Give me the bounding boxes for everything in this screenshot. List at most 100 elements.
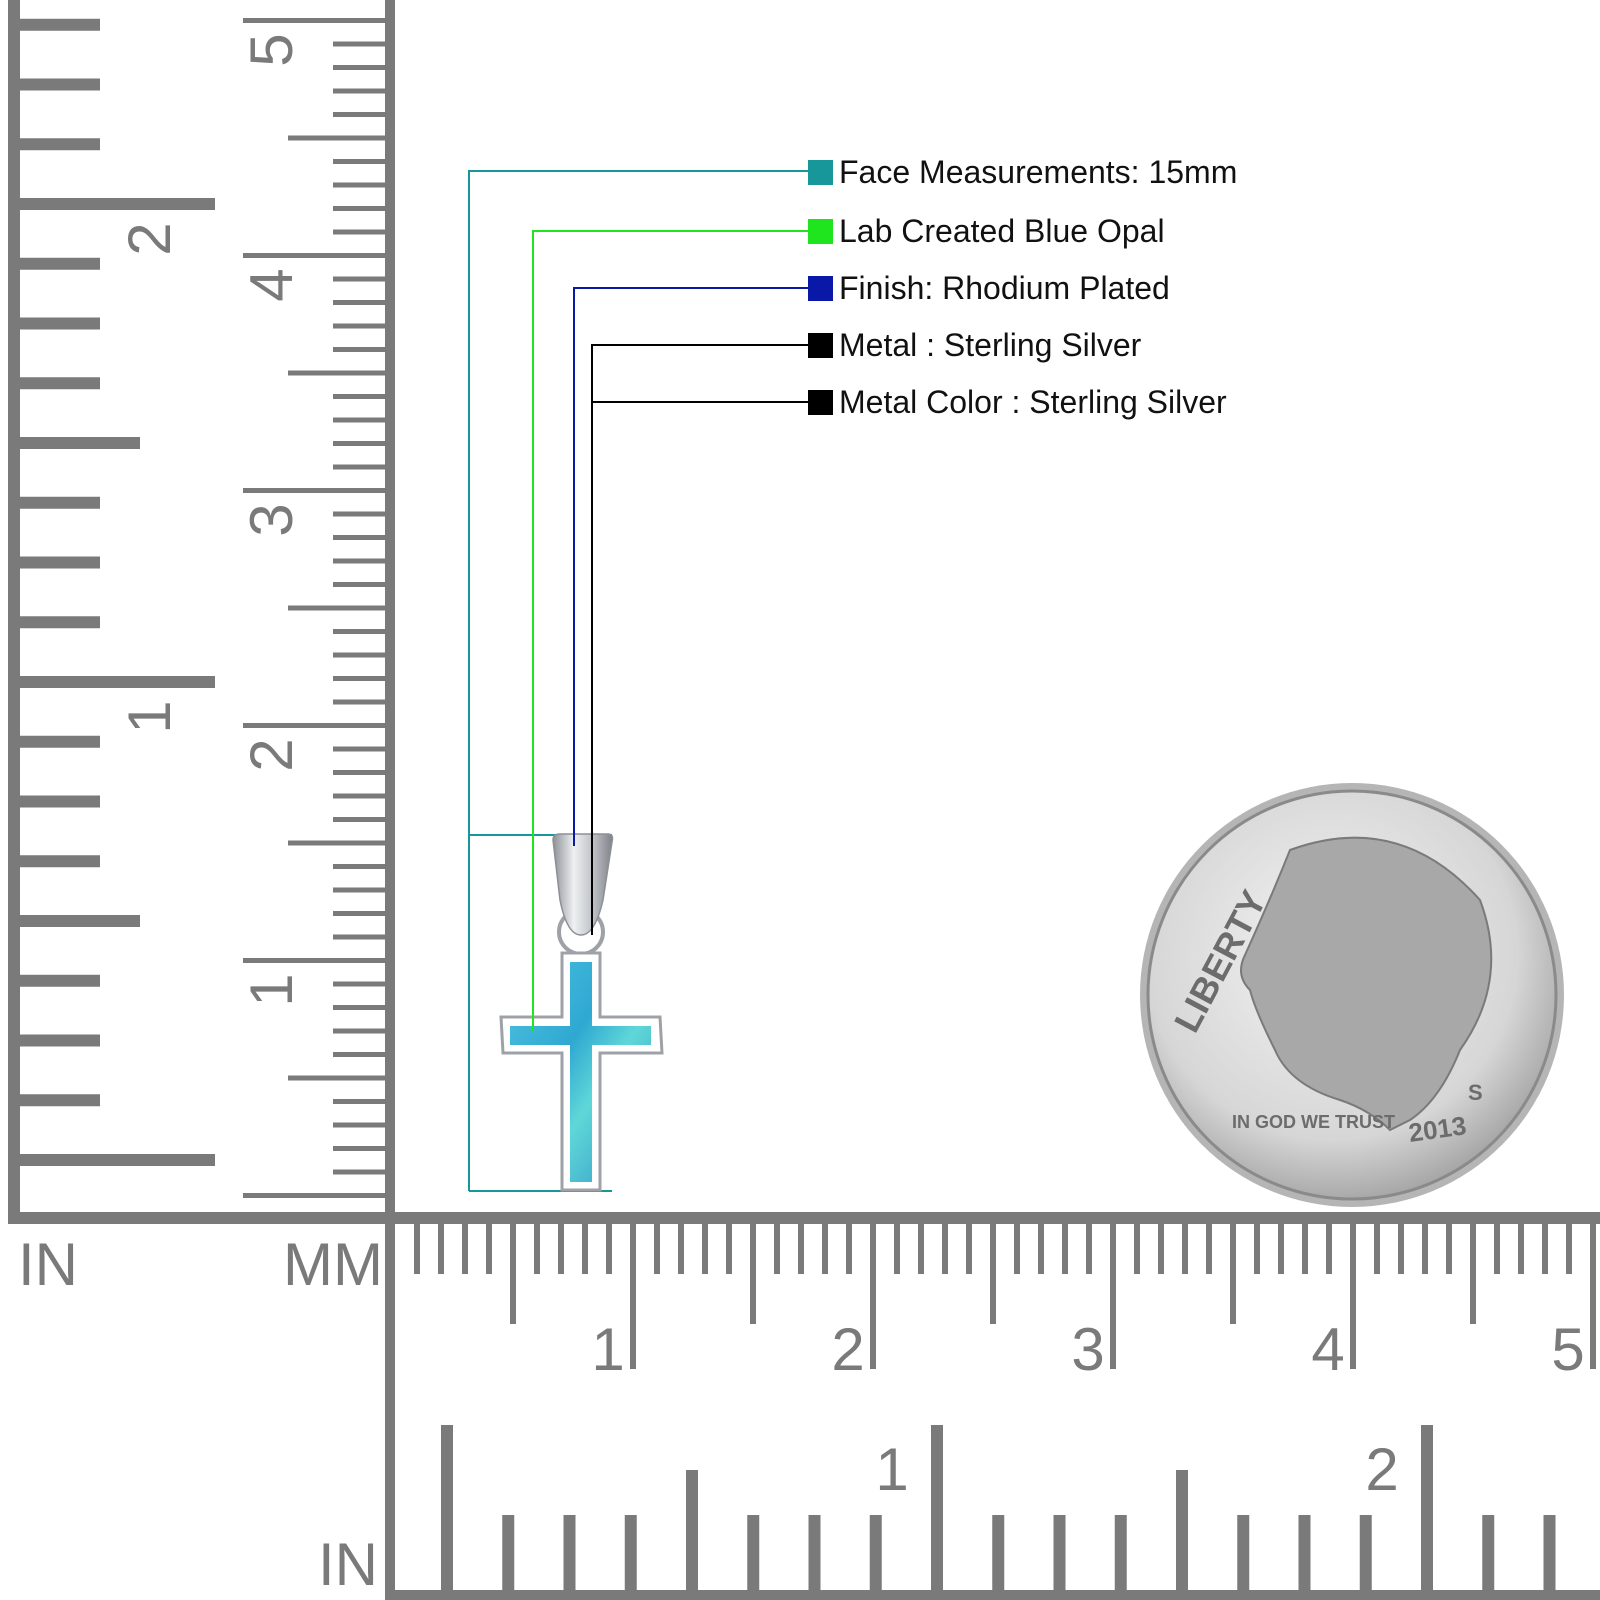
horizontal-mm-tick — [1038, 1224, 1044, 1274]
vertical-mm-label: 5 — [238, 33, 305, 66]
horizontal-mm-tick — [1422, 1224, 1428, 1274]
horizontal-mm-tick — [1062, 1224, 1068, 1274]
vertical-mm-tick — [243, 253, 393, 258]
vertical-mm-tick — [333, 1005, 393, 1010]
legend-label: Metal Color : Sterling Silver — [839, 383, 1227, 420]
horizontal-mm-tick — [1182, 1224, 1188, 1274]
horizontal-mm-tick — [1206, 1224, 1212, 1274]
legend-item-metal: Metal : Sterling Silver — [808, 327, 1141, 363]
horizontal-mm-tick — [606, 1224, 612, 1274]
leader-metal — [591, 344, 810, 935]
vertical-mm-tick — [333, 934, 393, 940]
vertical-mm-tick — [333, 1169, 393, 1175]
horizontal-mm-tick — [1566, 1224, 1572, 1274]
horizontal-ruler-top-edge — [8, 1212, 1600, 1224]
vertical-inch-tick — [20, 78, 100, 91]
legend-label: Face Measurements: 15mm — [839, 153, 1238, 190]
vertical-mm-tick — [333, 300, 393, 305]
leader-stone — [532, 230, 810, 1032]
horizontal-mm-tick — [678, 1224, 684, 1274]
vertical-mm-tick — [333, 417, 393, 423]
horizontal-mm-tick — [1110, 1224, 1116, 1369]
vertical-inch-tick — [20, 735, 100, 748]
vertical-inch-tick — [20, 795, 100, 808]
unit-label-mm: MM — [283, 1231, 383, 1298]
horizontal-mm-tick — [702, 1224, 708, 1274]
legend-label: Lab Created Blue Opal — [839, 212, 1165, 249]
horizontal-inch-tick — [1176, 1470, 1188, 1590]
horizontal-mm-tick — [510, 1224, 516, 1324]
horizontal-mm-tick — [1086, 1224, 1092, 1274]
unit-label-in-bottom: IN — [318, 1531, 378, 1598]
horizontal-mm-tick — [630, 1224, 636, 1369]
horizontal-mm-tick — [1374, 1224, 1380, 1274]
vertical-mm-tick — [333, 88, 393, 94]
horizontal-inch-label: 1 — [875, 1436, 908, 1503]
vertical-mm-tick — [333, 535, 393, 540]
horizontal-mm-tick — [750, 1224, 756, 1324]
vertical-mm-tick — [333, 629, 393, 634]
horizontal-mm-tick — [1158, 1224, 1164, 1274]
horizontal-inch-label: 2 — [1365, 1436, 1398, 1503]
vertical-mm-tick — [333, 159, 393, 164]
horizontal-inch-tick — [808, 1515, 821, 1590]
vertical-mm-tick — [333, 206, 393, 211]
vertical-mm-tick — [333, 582, 393, 587]
horizontal-mm-tick — [942, 1224, 948, 1274]
vertical-mm-tick — [288, 1075, 393, 1081]
horizontal-mm-tick — [1518, 1224, 1524, 1274]
horizontal-inch-tick — [1114, 1515, 1127, 1590]
horizontal-mm-tick — [1278, 1224, 1284, 1274]
horizontal-mm-tick — [870, 1224, 876, 1369]
horizontal-mm-tick — [1254, 1224, 1260, 1274]
horizontal-inch-tick — [1543, 1515, 1556, 1590]
coin-motto: IN GOD WE TRUST — [1232, 1112, 1395, 1132]
horizontal-mm-label: 4 — [1311, 1316, 1344, 1383]
swatch-icon — [808, 389, 833, 415]
swatch-icon — [808, 218, 833, 244]
vertical-mm-tick — [243, 1193, 393, 1198]
horizontal-mm-tick — [726, 1224, 732, 1274]
vertical-mm-tick — [333, 793, 393, 799]
horizontal-inch-tick — [1359, 1515, 1372, 1590]
horizontal-inch-tick — [869, 1515, 882, 1590]
horizontal-mm-tick — [582, 1224, 588, 1274]
vertical-mm-tick — [333, 1146, 393, 1151]
horizontal-mm-tick — [894, 1224, 900, 1274]
vertical-mm-tick — [333, 229, 393, 235]
horizontal-mm-tick — [822, 1224, 828, 1274]
legend-item-finish: Finish: Rhodium Plated — [808, 270, 1170, 306]
leader-finish — [573, 287, 810, 846]
horizontal-inch-tick — [563, 1515, 576, 1590]
horizontal-mm-tick — [414, 1224, 420, 1274]
horizontal-mm-label: 1 — [591, 1316, 624, 1383]
horizontal-mm-tick — [1542, 1224, 1548, 1274]
horizontal-mm-tick — [774, 1224, 780, 1274]
dime-coin-for-scale: LIBERTY IN GOD WE TRUST 2013 S — [1140, 783, 1564, 1207]
vertical-inch-tick — [20, 974, 100, 987]
vertical-mm-label: 3 — [238, 503, 305, 536]
horizontal-inch-tick — [1482, 1515, 1495, 1590]
vertical-mm-tick — [333, 746, 393, 752]
vertical-inch-tick — [20, 1154, 215, 1166]
vertical-mm-tick — [243, 488, 393, 493]
vertical-mm-tick — [333, 65, 393, 70]
vertical-mm-tick — [333, 441, 393, 446]
horizontal-inch-tick — [624, 1515, 637, 1590]
horizontal-mm-tick — [1590, 1224, 1596, 1369]
vertical-mm-tick — [333, 1052, 393, 1057]
vertical-inch-tick — [20, 317, 100, 330]
coin-mint-mark: S — [1468, 1080, 1483, 1105]
vertical-mm-tick — [333, 464, 393, 470]
horizontal-inch-tick — [1298, 1515, 1311, 1590]
vertical-inch-tick — [20, 616, 100, 629]
vertical-mm-tick — [333, 41, 393, 47]
vertical-mm-tick — [243, 958, 393, 963]
horizontal-mm-tick — [1302, 1224, 1308, 1274]
vertical-mm-tick — [333, 864, 393, 869]
vertical-mm-label: 4 — [238, 268, 305, 301]
swatch-icon — [808, 332, 833, 358]
vertical-mm-tick — [333, 511, 393, 517]
horizontal-mm-tick — [654, 1224, 660, 1274]
